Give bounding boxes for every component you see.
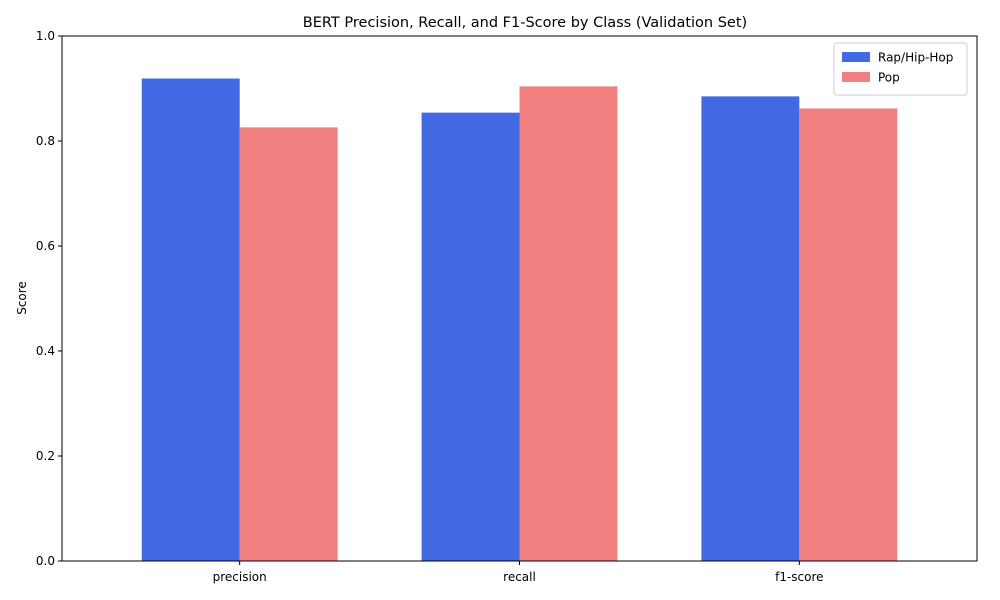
plot-area-frame <box>61 35 978 562</box>
y-tick-label: 0.4 <box>36 344 55 358</box>
chart-title: BERT Precision, Recall, and F1-Score by … <box>303 15 747 31</box>
y-tick-label: 0.6 <box>36 239 55 253</box>
legend-swatch-rap-hip-hop <box>842 52 870 62</box>
bar-rap-hip-hop-precision <box>141 78 240 562</box>
y-tick-label: 0.8 <box>36 134 55 148</box>
bar-rap-hip-hop-recall <box>421 112 520 562</box>
bars-group <box>141 78 898 562</box>
x-tick-label: recall <box>503 570 536 584</box>
legend-label: Pop <box>878 71 900 85</box>
bar-pop-f1-score <box>799 108 898 561</box>
x-tick-label: f1-score <box>775 570 823 584</box>
bar-pop-recall <box>519 86 618 562</box>
legend: Rap/Hip-Hop Pop <box>833 42 968 96</box>
x-tick-label: precision <box>213 570 267 584</box>
y-tick-label: 1.0 <box>36 29 55 43</box>
y-tick-label: 0.0 <box>36 554 55 568</box>
bar-rap-hip-hop-f1-score <box>701 96 800 561</box>
y-tick-label: 0.2 <box>36 449 55 463</box>
legend-swatch-pop <box>842 72 870 82</box>
legend-label: Rap/Hip-Hop <box>878 51 953 65</box>
x-axis-ticks: precision recall f1-score <box>213 561 824 584</box>
y-axis-label: Score <box>15 281 29 315</box>
bar-pop-precision <box>239 127 338 561</box>
y-axis-ticks: 0.0 0.2 0.4 0.6 0.8 1.0 <box>36 29 62 568</box>
